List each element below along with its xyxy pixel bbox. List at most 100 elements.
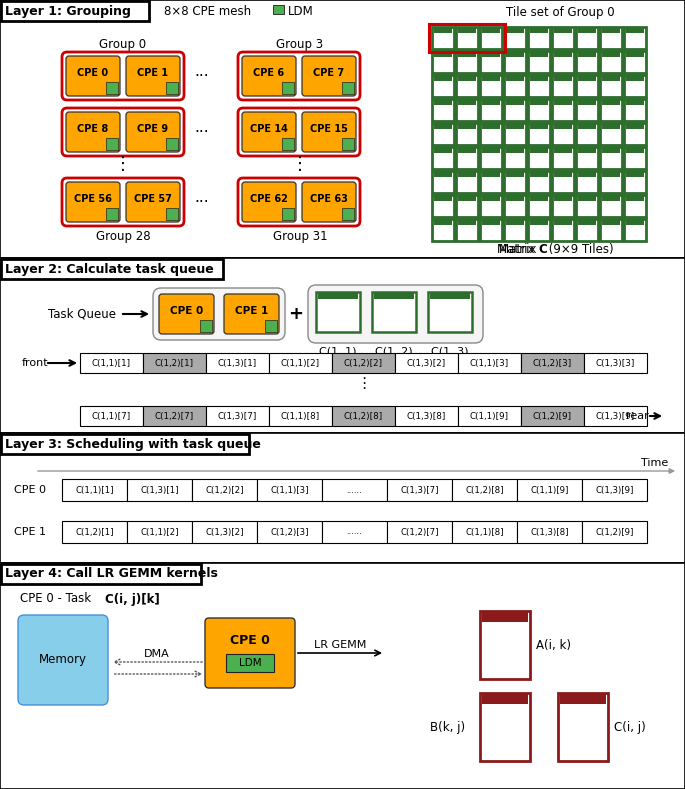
Text: CPE 1: CPE 1 [138,68,169,78]
Text: Layer 4: Call LR GEMM kernels: Layer 4: Call LR GEMM kernels [5,567,218,581]
Bar [482,52,500,57]
Bar [332,353,395,373]
Bar [600,51,622,73]
FancyBboxPatch shape [62,52,184,100]
Text: Group 31: Group 31 [273,230,327,242]
Bar [624,219,646,241]
Bar [624,51,646,73]
Bar [431,26,648,243]
Bar [395,406,458,426]
Bar [506,196,524,201]
Bar [322,521,387,543]
Text: Group 0: Group 0 [99,38,147,50]
Text: C(1,3)[1]: C(1,3)[1] [218,358,257,368]
Bar [342,208,354,220]
Bar [504,147,526,169]
Bar [624,75,646,97]
Text: C(1,3)[2]: C(1,3)[2] [407,358,446,368]
Text: front: front [22,358,49,368]
Text: LDM: LDM [288,5,314,17]
Bar [582,479,647,501]
Bar [166,82,178,94]
Bar [624,99,646,121]
Bar [528,75,550,97]
Bar [578,124,596,129]
Bar [80,353,143,373]
Text: CPE 9: CPE 9 [138,124,169,134]
Bar [530,172,548,177]
Bar [482,172,500,177]
Bar [480,51,502,73]
Bar [456,27,478,49]
Text: ⋮: ⋮ [114,155,132,173]
Text: C(1,3)[7]: C(1,3)[7] [400,485,439,495]
FancyBboxPatch shape [159,294,214,334]
Bar [530,220,548,225]
Bar [458,124,476,129]
Text: Matrix: Matrix [497,242,538,256]
FancyBboxPatch shape [28,26,416,246]
Bar [578,52,596,57]
FancyBboxPatch shape [242,56,296,96]
Text: LR GEMM: LR GEMM [314,640,366,650]
Bar [265,320,277,332]
FancyBboxPatch shape [126,56,180,96]
Text: CPE 7: CPE 7 [314,68,345,78]
Bar [434,76,452,81]
Bar [528,51,550,73]
FancyBboxPatch shape [242,112,296,152]
Text: CPE 57: CPE 57 [134,194,172,204]
Bar [316,292,360,332]
Bar [480,123,502,145]
Bar [552,27,574,49]
Text: CPE 0: CPE 0 [77,68,108,78]
Bar [528,27,550,49]
Bar [257,479,322,501]
Text: ......: ...... [347,528,362,537]
Bar [480,693,530,761]
Bar [432,123,454,145]
Bar [582,521,647,543]
Bar [624,27,646,49]
Bar [480,147,502,169]
Bar [626,220,644,225]
Text: C(1,1)[7]: C(1,1)[7] [92,412,131,421]
FancyBboxPatch shape [126,182,180,222]
Text: C(1,2)[1]: C(1,2)[1] [75,528,114,537]
Bar [458,52,476,57]
Bar [530,52,548,57]
Bar [624,195,646,217]
Bar [504,99,526,121]
Bar [480,99,502,121]
Bar [106,82,118,94]
Bar [552,51,574,73]
Text: ⋮: ⋮ [291,155,309,173]
Bar [584,353,647,373]
Bar [600,219,622,241]
Text: CPE 1: CPE 1 [235,306,268,316]
Bar [0,563,685,789]
Bar [576,51,598,73]
Bar [456,123,478,145]
Bar [106,208,118,220]
Bar [434,172,452,177]
Bar [602,100,620,105]
Bar [452,521,517,543]
FancyBboxPatch shape [66,56,120,96]
Text: C(i, j)[k]: C(i, j)[k] [105,593,160,605]
Text: C(1,3)[9]: C(1,3)[9] [596,412,635,421]
Bar [602,148,620,153]
Bar [458,196,476,201]
Text: Layer 3: Scheduling with task queue: Layer 3: Scheduling with task queue [5,437,261,451]
Text: B(k, j): B(k, j) [430,720,465,734]
FancyBboxPatch shape [153,288,285,340]
Text: C(1,1)[1]: C(1,1)[1] [92,358,131,368]
Bar [530,196,548,201]
Bar [504,51,526,73]
Bar [282,82,294,94]
Bar [554,124,572,129]
Bar [554,220,572,225]
Bar [434,220,452,225]
FancyBboxPatch shape [308,285,483,343]
Text: C(1,2)[9]: C(1,2)[9] [533,412,572,421]
